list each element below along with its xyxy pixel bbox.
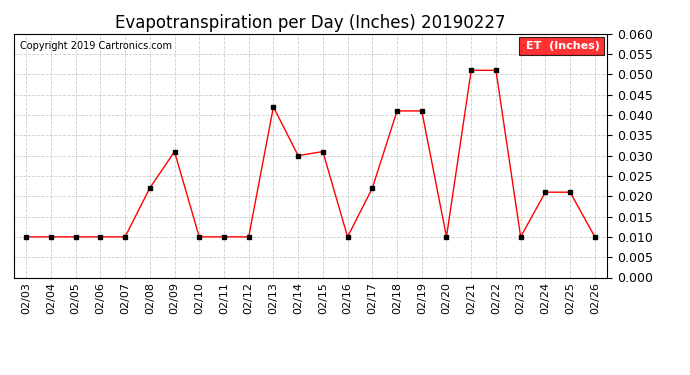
Text: Copyright 2019 Cartronics.com: Copyright 2019 Cartronics.com [20, 41, 172, 51]
Legend: ET  (Inches): ET (Inches) [519, 37, 604, 55]
Title: Evapotranspiration per Day (Inches) 20190227: Evapotranspiration per Day (Inches) 2019… [115, 14, 506, 32]
